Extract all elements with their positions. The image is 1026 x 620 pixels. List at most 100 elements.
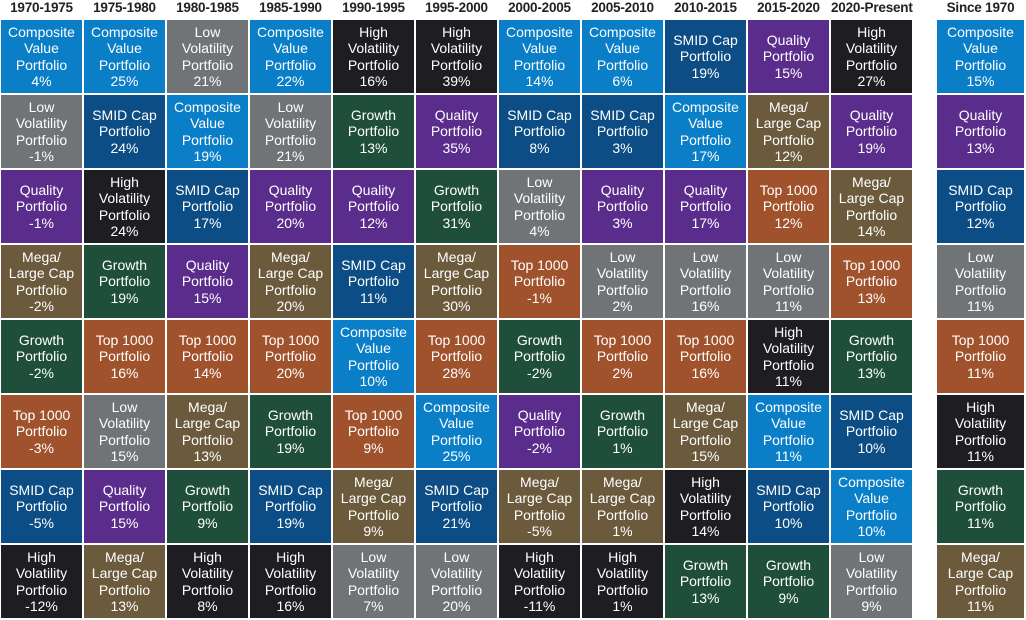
return-value: 25%	[442, 448, 471, 464]
return-value: 12%	[774, 214, 803, 231]
cell-top-1000: Top 1000 Portfolio 12%	[748, 170, 829, 243]
portfolio-name: Top 1000 Portfolio	[261, 331, 320, 365]
return-value: 1%	[612, 598, 633, 614]
cell-composite-value: Composite Value Portfolio 25%	[416, 395, 497, 468]
return-value: -1%	[29, 148, 54, 164]
return-value: 13%	[966, 139, 995, 156]
portfolio-name: Mega/ Large Cap Portfolio	[340, 473, 407, 523]
cell-mega-large-cap: Mega/ Large Cap Portfolio 11%	[937, 545, 1024, 618]
cell-top-1000: Top 1000 Portfolio -1%	[499, 245, 580, 318]
portfolio-name: Composite Value Portfolio	[838, 473, 905, 523]
cell-low-volatility: Low Volatility Portfolio 4%	[499, 170, 580, 243]
return-value: 13%	[857, 364, 886, 381]
return-value: 8%	[529, 139, 550, 156]
return-value: 16%	[359, 73, 388, 89]
return-value: -12%	[25, 598, 58, 614]
cell-top-1000: Top 1000 Portfolio 20%	[250, 320, 331, 393]
portfolio-name: Quality Portfolio	[679, 181, 732, 215]
cell-quality: Quality Portfolio 20%	[250, 170, 331, 243]
cell-top-1000: Top 1000 Portfolio 28%	[416, 320, 497, 393]
return-value: 20%	[276, 298, 305, 314]
return-value: 3%	[612, 139, 633, 156]
portfolio-name: Mega/ Large Cap Portfolio	[91, 548, 158, 598]
portfolio-name: Composite Value Portfolio	[340, 323, 407, 373]
return-value: 24%	[110, 223, 139, 239]
return-value: 10%	[857, 439, 886, 456]
cell-quality: Quality Portfolio 17%	[665, 170, 746, 243]
cell-low-volatility: Low Volatility Portfolio -1%	[1, 95, 82, 168]
return-value: 16%	[276, 598, 305, 614]
portfolio-name: High Volatility Portfolio	[762, 323, 815, 373]
cell-growth: Growth Portfolio 13%	[831, 320, 912, 393]
cell-composite-value: Composite Value Portfolio 10%	[333, 320, 414, 393]
return-value: 15%	[774, 64, 803, 81]
cell-high-volatility: High Volatility Portfolio 11%	[748, 320, 829, 393]
portfolio-name: Mega/ Large Cap Portfolio	[672, 398, 739, 448]
portfolio-name: Top 1000 Portfolio	[95, 331, 154, 365]
cell-growth: Growth Portfolio 1%	[582, 395, 663, 468]
return-value: -2%	[29, 364, 54, 381]
return-value: 13%	[110, 598, 139, 614]
return-value: 27%	[857, 73, 886, 89]
cell-growth: Growth Portfolio -2%	[499, 320, 580, 393]
return-value: 14%	[193, 364, 222, 381]
cell-high-volatility: High Volatility Portfolio 16%	[250, 545, 331, 618]
cell-smid-cap: SMID Cap Portfolio 19%	[665, 20, 746, 93]
return-value: 21%	[276, 148, 305, 164]
return-value: 16%	[110, 364, 139, 381]
cell-high-volatility: High Volatility Portfolio -12%	[1, 545, 82, 618]
cell-mega-large-cap: Mega/ Large Cap Portfolio 15%	[665, 395, 746, 468]
cell-quality: Quality Portfolio 19%	[831, 95, 912, 168]
portfolio-name: Composite Value Portfolio	[423, 398, 490, 448]
return-value: 20%	[276, 364, 305, 381]
portfolio-name: SMID Cap Portfolio	[258, 481, 323, 515]
cell-growth: Growth Portfolio 13%	[665, 545, 746, 618]
return-value: 14%	[525, 73, 554, 89]
portfolio-name: SMID Cap Portfolio	[673, 31, 738, 65]
portfolio-name: Top 1000 Portfolio	[676, 331, 735, 365]
return-value: 19%	[691, 64, 720, 81]
portfolio-name: Growth Portfolio	[181, 481, 234, 515]
cell-high-volatility: High Volatility Portfolio 39%	[416, 20, 497, 93]
portfolio-name: Mega/ Large Cap Portfolio	[589, 473, 656, 523]
cell-mega-large-cap: Mega/ Large Cap Portfolio -5%	[499, 470, 580, 543]
portfolio-name: Quality Portfolio	[954, 106, 1007, 140]
cell-low-volatility: Low Volatility Portfolio 7%	[333, 545, 414, 618]
cell-quality: Quality Portfolio 3%	[582, 170, 663, 243]
return-value: 2%	[612, 298, 633, 314]
portfolio-name: Low Volatility Portfolio	[954, 248, 1007, 298]
cell-mega-large-cap: Mega/ Large Cap Portfolio 13%	[167, 395, 248, 468]
cell-smid-cap: SMID Cap Portfolio 12%	[937, 170, 1024, 243]
return-value: 7%	[363, 598, 384, 614]
return-value: 28%	[442, 364, 471, 381]
return-value: 10%	[359, 373, 388, 389]
cell-smid-cap: SMID Cap Portfolio 8%	[499, 95, 580, 168]
portfolio-name: SMID Cap Portfolio	[341, 256, 406, 290]
return-value: 6%	[612, 73, 633, 89]
portfolio-name: Composite Value Portfolio	[506, 23, 573, 73]
portfolio-name: High Volatility Portfolio	[98, 173, 151, 223]
cell-low-volatility: Low Volatility Portfolio 2%	[582, 245, 663, 318]
return-value: 11%	[967, 598, 994, 614]
return-value: 2%	[612, 364, 633, 381]
cell-quality: Quality Portfolio 15%	[748, 20, 829, 93]
return-value: 19%	[193, 148, 222, 164]
portfolio-name: Quality Portfolio	[430, 106, 483, 140]
return-value: 15%	[691, 448, 720, 464]
portfolio-name: SMID Cap Portfolio	[948, 181, 1013, 215]
return-value: 4%	[31, 73, 52, 89]
portfolio-name: Composite Value Portfolio	[91, 23, 158, 73]
portfolio-name: Quality Portfolio	[264, 181, 317, 215]
cell-smid-cap: SMID Cap Portfolio 10%	[748, 470, 829, 543]
portfolio-name: Top 1000 Portfolio	[759, 181, 818, 215]
return-value: 12%	[966, 214, 995, 231]
portfolio-name: SMID Cap Portfolio	[92, 106, 157, 140]
return-value: 9%	[197, 514, 218, 531]
return-value: 11%	[967, 298, 994, 314]
return-value: 11%	[775, 298, 802, 314]
portfolio-name: Quality Portfolio	[15, 181, 68, 215]
portfolio-name: Low Volatility Portfolio	[347, 548, 400, 598]
cell-growth: Growth Portfolio 9%	[167, 470, 248, 543]
portfolio-name: High Volatility Portfolio	[15, 548, 68, 598]
cell-smid-cap: SMID Cap Portfolio 24%	[84, 95, 165, 168]
